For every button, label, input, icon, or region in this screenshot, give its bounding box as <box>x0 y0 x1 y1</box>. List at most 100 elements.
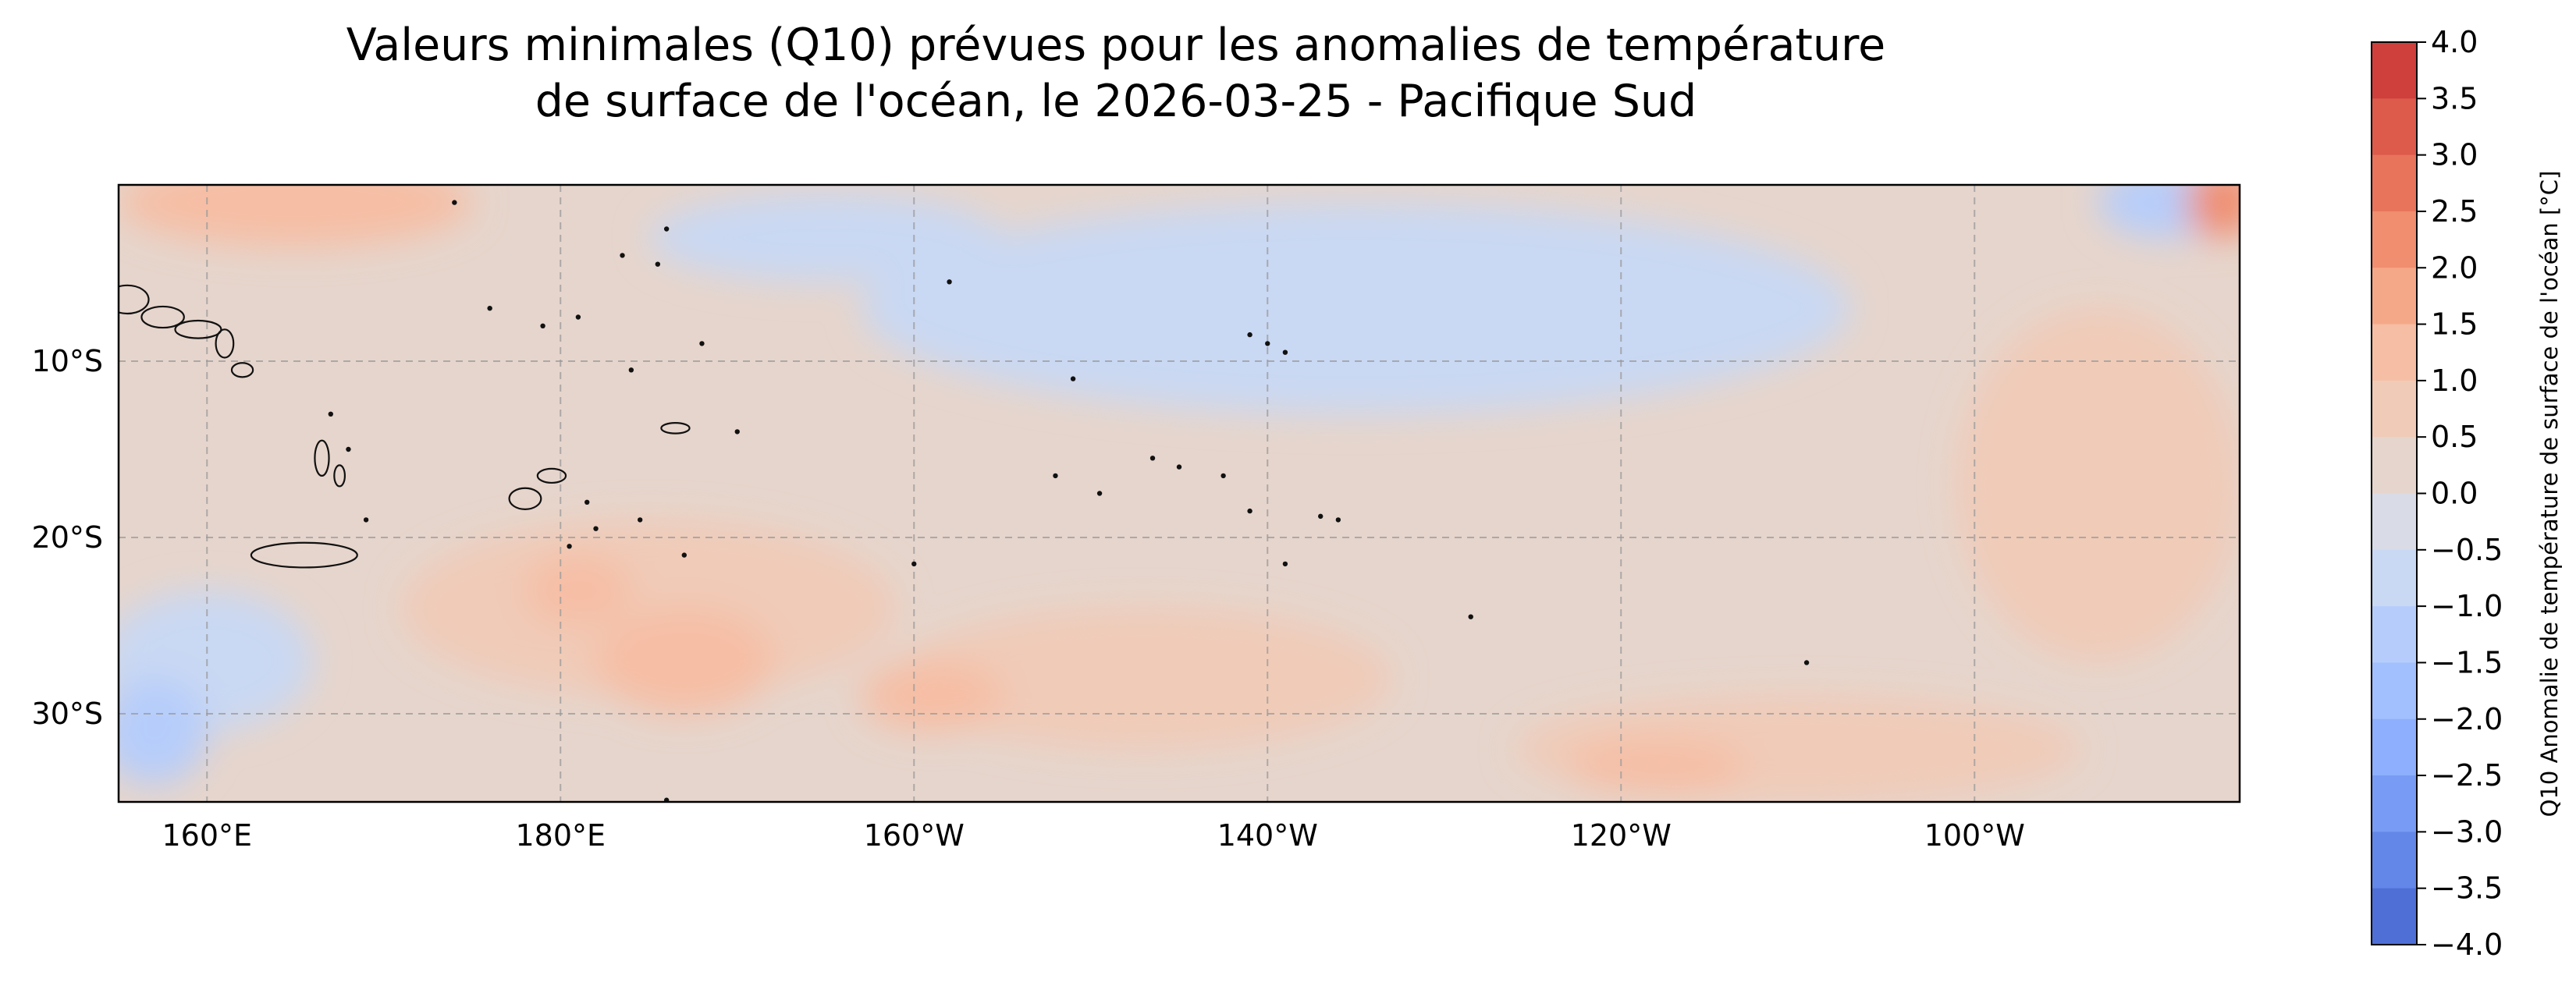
islet <box>1149 456 1156 461</box>
islet <box>487 306 492 311</box>
islet <box>734 429 740 434</box>
island-coastline <box>314 439 330 477</box>
islet <box>584 499 590 505</box>
y-axis-tick-labels: 10°S 20°S 30°S <box>32 344 103 731</box>
anomaly-region <box>524 555 631 626</box>
colorbar-band <box>2372 775 2417 832</box>
islet <box>1318 513 1324 520</box>
island-coastline <box>140 305 185 329</box>
colorbar-tick-label: 0.0 <box>2431 477 2478 511</box>
islet <box>1803 660 1810 665</box>
map-title: Valeurs minimales (Q10) prévues pour les… <box>109 17 2123 129</box>
islet <box>1176 464 1182 470</box>
island-coastline <box>215 328 235 359</box>
islet <box>637 517 643 523</box>
islet <box>628 367 634 373</box>
x-tick-label: 180°E <box>515 818 606 853</box>
islet <box>452 200 457 205</box>
anomaly-region <box>1956 308 2240 661</box>
anomaly-region <box>401 520 897 697</box>
colorbar-band <box>2372 606 2417 664</box>
colorbar-tick-label: −2.0 <box>2431 702 2503 736</box>
colorbar-band <box>2372 42 2417 99</box>
colorbar-tick-label: 4.0 <box>2431 25 2478 59</box>
islet <box>699 341 705 346</box>
colorbar-band <box>2372 98 2417 156</box>
islet <box>1247 332 1252 338</box>
islet <box>1220 473 1226 479</box>
colorbar-tick-label: 3.0 <box>2431 138 2478 172</box>
island-coastline <box>230 362 254 378</box>
coastlines <box>119 200 1810 802</box>
anomaly-region <box>861 202 1851 414</box>
anomaly-region <box>119 185 472 247</box>
x-tick-label: 140°W <box>1217 818 1318 853</box>
colorbar-tick-label: 2.0 <box>2431 250 2478 285</box>
islet <box>947 279 952 285</box>
colorbar-tick-label: −4.0 <box>2431 927 2503 962</box>
colorbar-tick-label: −1.0 <box>2431 589 2503 623</box>
x-tick-label: 100°W <box>1924 818 2025 853</box>
colorbar-tick-labels: 4.0 3.5 3.0 2.5 2.0 1.5 1.0 0.5 0.0 −0.5 −1.0 −1.5 −… <box>2417 25 2503 962</box>
gridlines <box>119 185 2240 802</box>
map-frame <box>117 183 2241 803</box>
islet <box>911 561 917 567</box>
islet <box>540 323 545 328</box>
x-tick-label: 160°E <box>162 818 252 853</box>
island-coastline <box>119 284 150 315</box>
y-tick-label: 20°S <box>32 520 103 555</box>
colorbar-tick-label: −2.5 <box>2431 758 2503 793</box>
islet <box>1096 491 1103 496</box>
map-title-line-1: Valeurs minimales (Q10) prévues pour les… <box>346 20 1886 71</box>
map-area[interactable] <box>101 158 2489 803</box>
colorbar-band <box>2372 437 2417 495</box>
anomaly-region <box>1568 740 1745 793</box>
islet <box>1468 614 1473 619</box>
anomaly-region <box>861 661 1003 732</box>
colorbar-band <box>2372 549 2417 607</box>
colorbar-tick-label: −1.5 <box>2431 645 2503 679</box>
colorbar-tick-label: 1.5 <box>2431 307 2478 342</box>
islet <box>655 261 661 267</box>
anomaly-region <box>595 608 773 714</box>
islet <box>681 552 687 558</box>
colorbar-band <box>2372 154 2417 212</box>
islet <box>1070 376 1076 381</box>
colorbar-band <box>2372 832 2417 889</box>
colorbar-bands <box>2372 42 2417 945</box>
colorbar-tick-label: −3.5 <box>2431 871 2503 906</box>
colorbar-band <box>2372 662 2417 720</box>
colorbar-tick-label: 3.5 <box>2431 81 2478 115</box>
island-coastline <box>174 319 222 339</box>
colorbar-label: Q10 Anomalie de température de surface d… <box>2536 171 2563 818</box>
colorbar-band <box>2372 718 2417 776</box>
colorbar-tick-label: 2.5 <box>2431 194 2478 229</box>
colorbar-band <box>2372 324 2417 381</box>
islet <box>1282 561 1288 567</box>
colorbar: 4.0 3.5 3.0 2.5 2.0 1.5 1.0 0.5 0.0 −0.5 −1.0 −1.5 −… <box>2371 25 2563 962</box>
colorbar-band <box>2372 888 2417 945</box>
islet <box>1335 517 1341 523</box>
colorbar-band <box>2372 493 2417 551</box>
islet <box>1282 349 1288 355</box>
colorbar-tick-label: −0.5 <box>2431 533 2503 567</box>
y-tick-label: 10°S <box>32 344 103 378</box>
islet <box>567 544 572 549</box>
colorbar-tick-label: −3.0 <box>2431 814 2503 849</box>
y-tick-label: 30°S <box>32 697 103 731</box>
islet <box>363 517 369 523</box>
island-coastline <box>250 541 358 569</box>
colorbar-band <box>2372 211 2417 268</box>
islet <box>1265 341 1270 346</box>
islet <box>328 411 333 417</box>
islet <box>1053 473 1058 479</box>
colorbar-band <box>2372 268 2417 325</box>
islet <box>1247 508 1252 514</box>
island-coastline <box>660 421 691 434</box>
anomaly-region <box>2187 185 2240 238</box>
island-coastline <box>536 467 567 484</box>
colorbar-tick-label: 0.5 <box>2431 420 2478 454</box>
islet <box>663 226 670 232</box>
islet <box>663 797 670 802</box>
